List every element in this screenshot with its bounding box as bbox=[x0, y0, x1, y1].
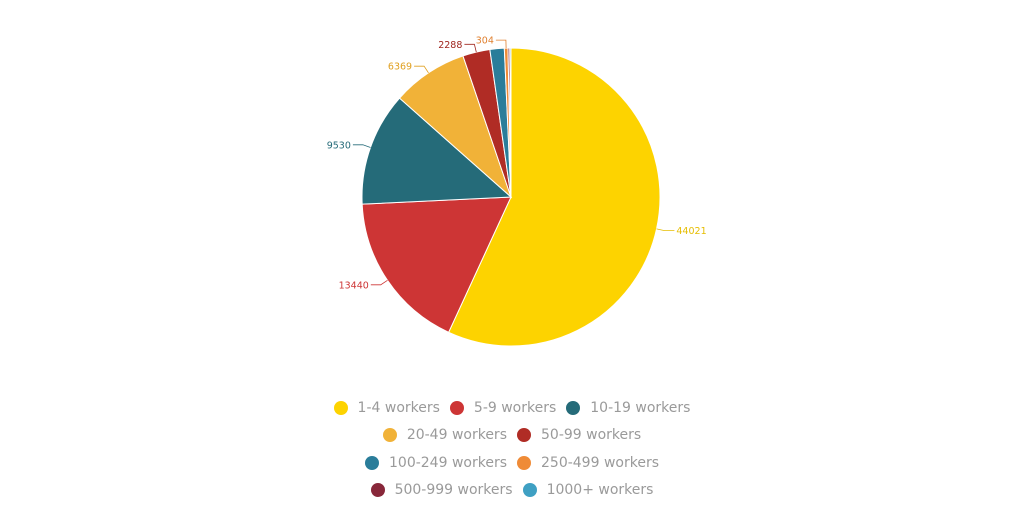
legend-item-10-19-workers[interactable]: 10-19 workers bbox=[566, 400, 690, 416]
data-label-10-19-workers: 9530 bbox=[327, 140, 351, 151]
legend-marker bbox=[449, 400, 464, 415]
label-connector-50-99-workers bbox=[464, 43, 477, 53]
legend: 1-4 workers 5-9 workers 10-19 workers 20-49… bbox=[0, 394, 1024, 504]
label-connector-10-19-workers bbox=[352, 144, 371, 148]
pie-slice-1000-workers[interactable] bbox=[509, 47, 512, 198]
legend-label: 1000+ workers bbox=[546, 482, 654, 499]
label-connector-250-499-workers bbox=[495, 39, 507, 49]
legend-marker bbox=[517, 428, 531, 443]
legend-item-100-249-workers[interactable]: 100-249 workers bbox=[365, 455, 507, 471]
legend-row: 100-249 workers 250-499 workers bbox=[360, 449, 664, 477]
legend-marker bbox=[370, 483, 385, 498]
data-label-20-49-workers: 6369 bbox=[388, 62, 412, 73]
data-label-50-99-workers: 2288 bbox=[438, 40, 462, 51]
pie-slice-1-4-workers[interactable] bbox=[447, 47, 661, 347]
legend-marker bbox=[365, 455, 379, 470]
legend-label: 100-249 workers bbox=[389, 454, 507, 471]
legend-label: 1-4 workers bbox=[357, 399, 440, 416]
legend-marker bbox=[522, 483, 537, 498]
legend-item-1-4-workers[interactable]: 1-4 workers bbox=[333, 399, 440, 416]
legend-row: 20-49 workers 50-99 workers bbox=[378, 422, 646, 450]
data-label-250-499-workers: 304 bbox=[476, 36, 494, 47]
legend-row: 500-999 workers 1000+ workers bbox=[366, 477, 659, 505]
legend-item-250-499-workers[interactable]: 250-499 workers bbox=[517, 455, 659, 471]
legend-label: 500-999 workers bbox=[394, 482, 513, 499]
data-label-1-4-workers: 44021 bbox=[676, 226, 706, 237]
legend-label: 250-499 workers bbox=[541, 454, 659, 471]
legend-label: 10-19 workers bbox=[590, 399, 691, 416]
legend-item-500-999-workers[interactable]: 500-999 workers bbox=[370, 482, 513, 499]
legend-item-1000-workers[interactable]: 1000+ workers bbox=[522, 482, 654, 499]
legend-item-50-99-workers[interactable]: 50-99 workers bbox=[517, 427, 641, 443]
legend-marker bbox=[382, 428, 397, 443]
legend-label: 20-49 workers bbox=[406, 427, 507, 444]
legend-item-20-49-workers[interactable]: 20-49 workers bbox=[382, 427, 507, 444]
label-connector-5-9-workers bbox=[370, 279, 388, 286]
data-label-5-9-workers: 13440 bbox=[339, 280, 369, 291]
legend-row: 1-4 workers 5-9 workers 10-19 workers bbox=[329, 394, 696, 422]
legend-item-5-9-workers[interactable]: 5-9 workers bbox=[449, 399, 557, 416]
label-connector-1-4-workers bbox=[656, 228, 675, 232]
label-connector-20-49-workers bbox=[414, 65, 429, 74]
legend-marker bbox=[566, 400, 581, 415]
legend-label: 50-99 workers bbox=[541, 427, 642, 444]
legend-label: 5-9 workers bbox=[473, 399, 557, 416]
legend-marker bbox=[517, 455, 531, 470]
legend-marker bbox=[333, 400, 348, 415]
